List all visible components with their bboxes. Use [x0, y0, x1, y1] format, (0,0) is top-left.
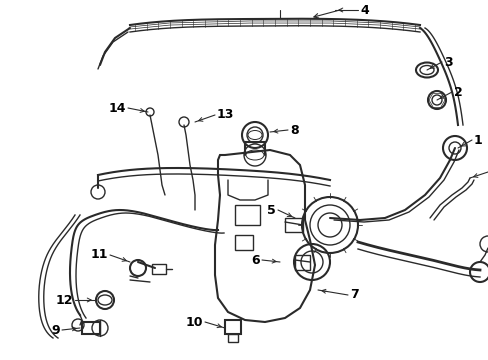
Text: 13: 13	[217, 108, 234, 122]
Text: 10: 10	[185, 315, 203, 328]
Bar	[152, 264, 165, 274]
Bar	[82, 322, 100, 334]
Bar	[294, 255, 309, 270]
Text: 1: 1	[473, 134, 482, 147]
Text: 5: 5	[267, 203, 275, 216]
Text: 14: 14	[108, 102, 126, 114]
Bar	[227, 334, 238, 342]
Text: 9: 9	[51, 324, 60, 337]
Text: 12: 12	[55, 293, 73, 306]
Text: 11: 11	[90, 248, 108, 261]
Text: 2: 2	[453, 85, 462, 99]
Bar	[224, 320, 241, 334]
Bar	[235, 205, 260, 225]
Text: 4: 4	[359, 4, 368, 17]
Text: 7: 7	[349, 288, 358, 302]
Text: 6: 6	[251, 253, 260, 266]
Text: 8: 8	[289, 123, 298, 136]
Text: 3: 3	[443, 55, 452, 68]
Bar	[285, 218, 303, 232]
Bar	[235, 235, 252, 250]
